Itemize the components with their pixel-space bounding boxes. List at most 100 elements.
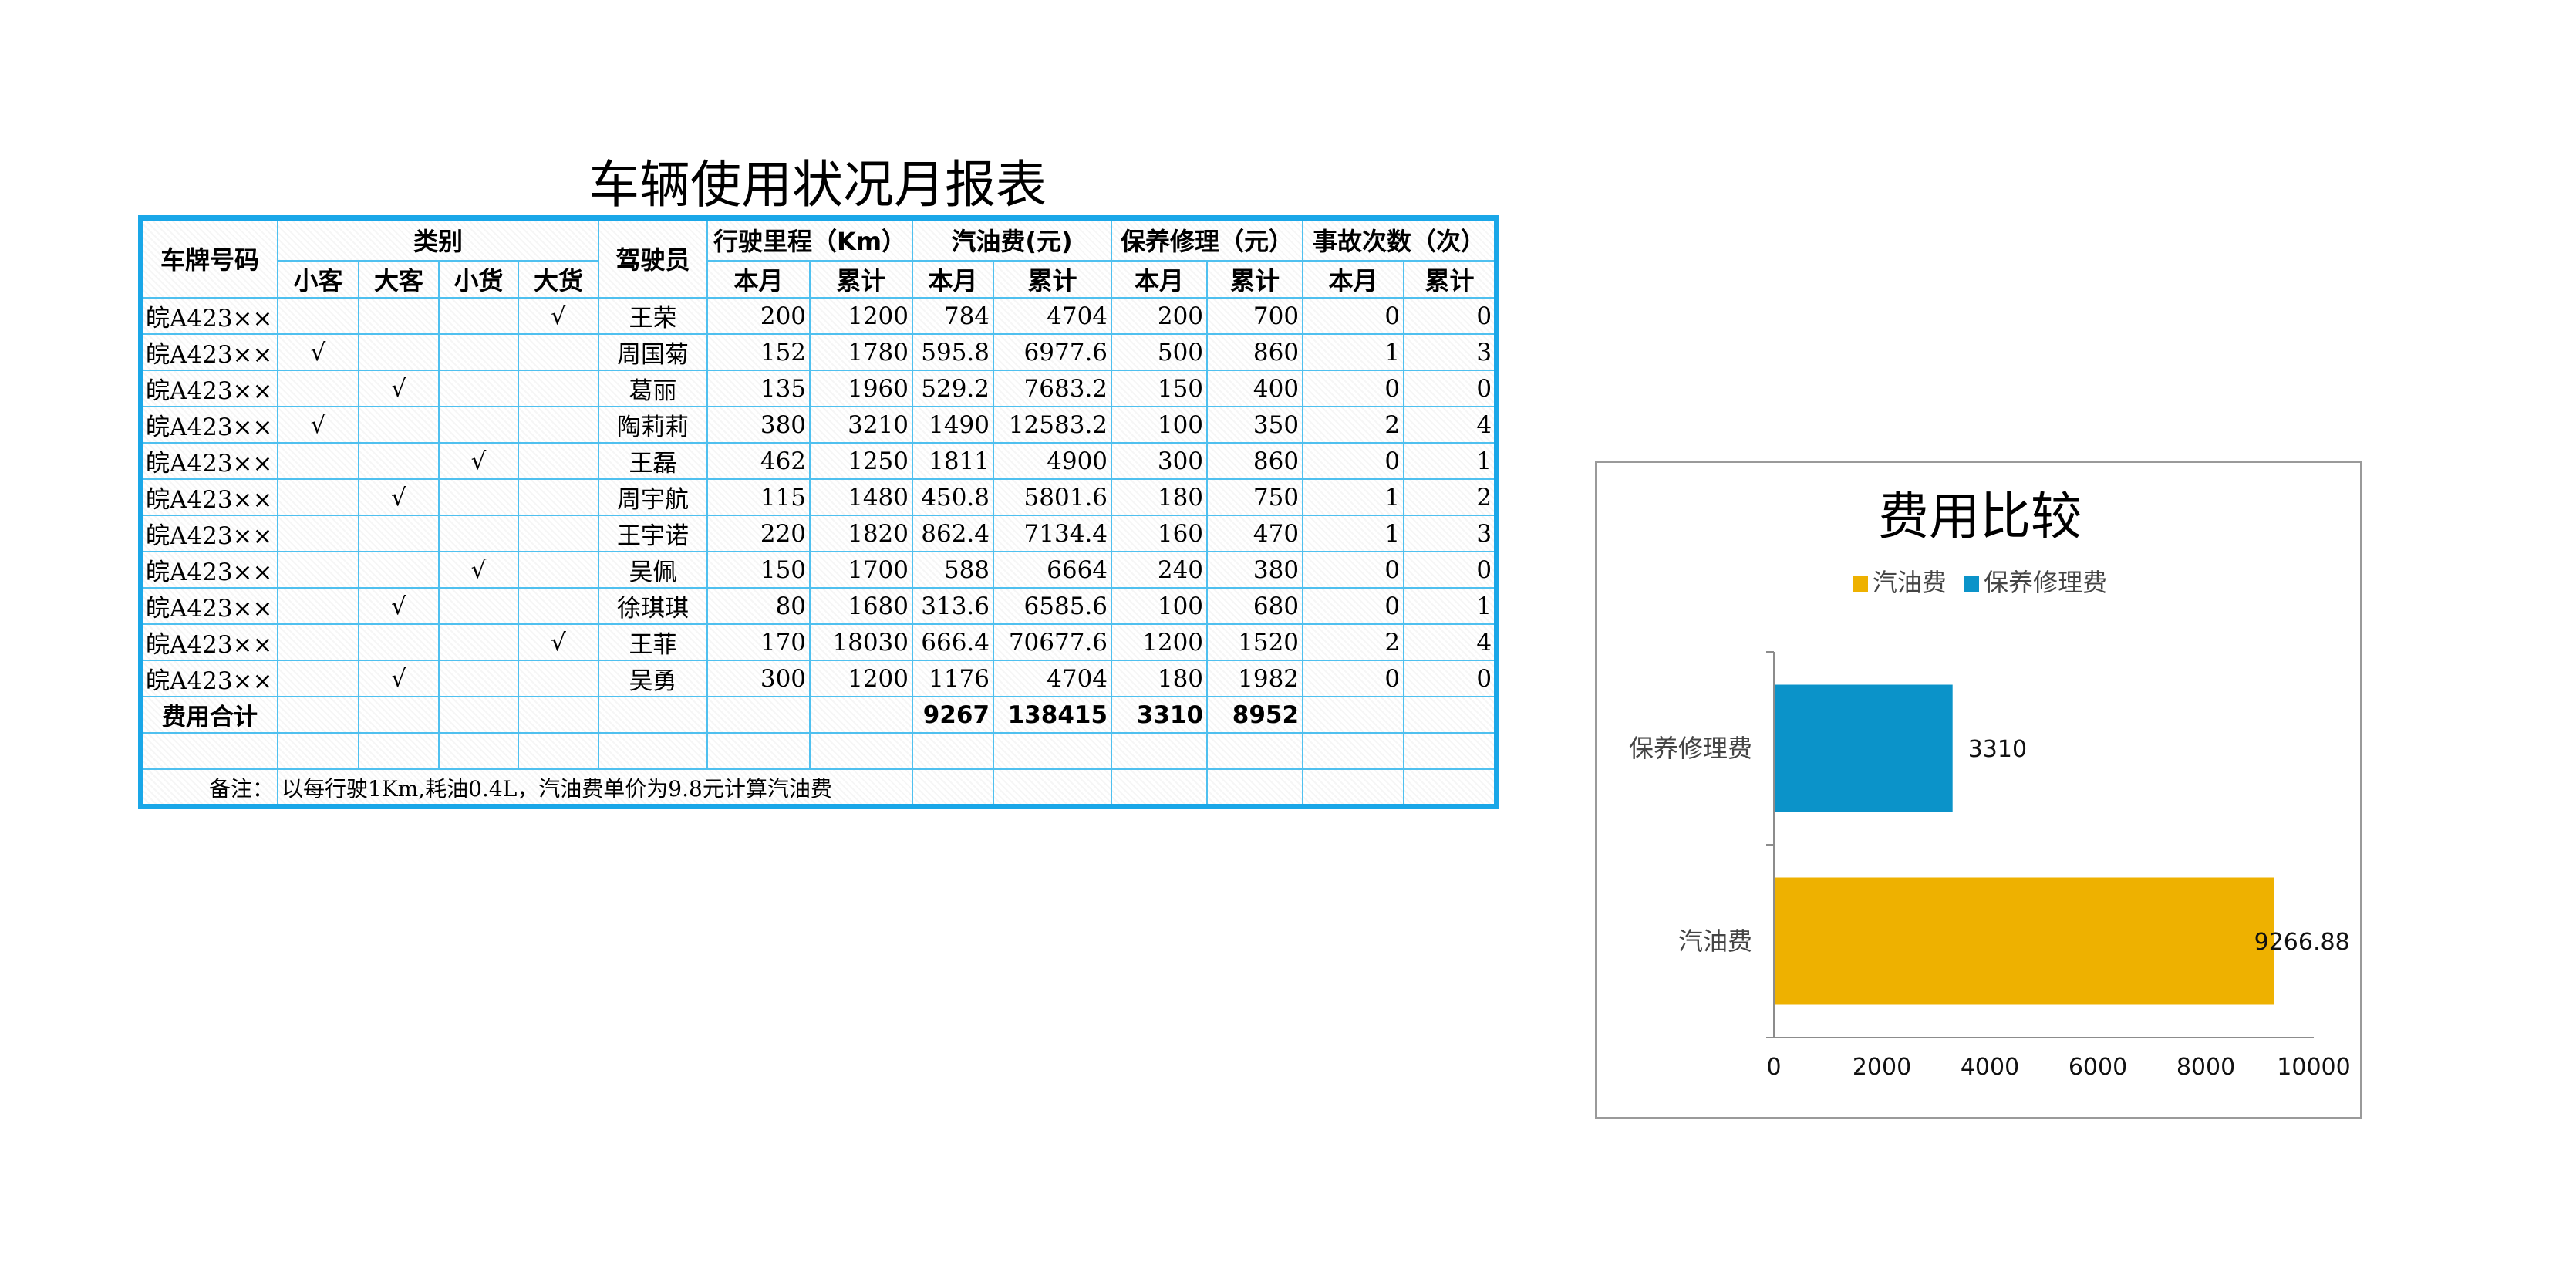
fuel-month-cell[interactable]: 595.8 — [912, 333, 995, 371]
total-fuel-month-cell[interactable]: 9267 — [912, 696, 995, 734]
category-large-cargo-cell[interactable] — [517, 551, 600, 589]
mileage-cumulative-cell[interactable]: 3210 — [809, 406, 914, 444]
mileage-cumulative-cell[interactable]: 1250 — [809, 442, 914, 480]
accidents-month-cell[interactable]: 0 — [1302, 297, 1405, 335]
empty-cell[interactable] — [277, 696, 359, 734]
category-small-cargo-cell[interactable] — [438, 515, 519, 552]
category-small-cargo-cell[interactable] — [438, 478, 519, 516]
header-mileage-cumulative[interactable]: 累计 — [809, 260, 914, 299]
category-large-passenger-cell[interactable] — [358, 623, 440, 661]
fuel-cumulative-cell[interactable]: 12583.2 — [993, 406, 1113, 444]
total-fuel-cumulative-cell[interactable]: 138415 — [993, 696, 1113, 734]
header-maintenance-month[interactable]: 本月 — [1111, 260, 1209, 299]
driver-cell[interactable]: 徐琪琪 — [598, 587, 709, 625]
maintenance-month-cell[interactable]: 300 — [1111, 442, 1209, 480]
accidents-cumulative-cell[interactable]: 1 — [1403, 587, 1497, 625]
empty-cell[interactable] — [141, 732, 278, 770]
empty-cell[interactable] — [1403, 696, 1497, 734]
empty-cell[interactable] — [358, 732, 440, 770]
fuel-month-cell[interactable]: 450.8 — [912, 478, 995, 516]
driver-cell[interactable]: 周宇航 — [598, 478, 709, 516]
mileage-cumulative-cell[interactable]: 18030 — [809, 623, 914, 661]
mileage-month-cell[interactable]: 170 — [706, 623, 811, 661]
fuel-cumulative-cell[interactable]: 6664 — [993, 551, 1113, 589]
empty-cell[interactable] — [993, 732, 1113, 770]
mileage-cumulative-cell[interactable]: 1780 — [809, 333, 914, 371]
category-small-passenger-cell[interactable] — [277, 478, 359, 516]
header-driver[interactable]: 驾驶员 — [598, 218, 709, 299]
category-small-passenger-cell[interactable] — [277, 442, 359, 480]
header-small-passenger[interactable]: 小客 — [277, 260, 359, 299]
empty-cell[interactable] — [517, 696, 600, 734]
mileage-month-cell[interactable]: 150 — [706, 551, 811, 589]
fuel-cumulative-cell[interactable]: 7683.2 — [993, 370, 1113, 407]
category-large-passenger-cell[interactable] — [358, 333, 440, 371]
empty-cell[interactable] — [993, 768, 1113, 806]
plate-cell[interactable]: 皖A423×× — [141, 551, 278, 589]
header-maintenance-cumulative[interactable]: 累计 — [1206, 260, 1304, 299]
mileage-month-cell[interactable]: 200 — [706, 297, 811, 335]
accidents-cumulative-cell[interactable]: 3 — [1403, 333, 1497, 371]
empty-cell[interactable] — [706, 732, 811, 770]
empty-cell[interactable] — [1302, 732, 1405, 770]
header-small-cargo[interactable]: 小货 — [438, 260, 519, 299]
maintenance-cumulative-cell[interactable]: 400 — [1206, 370, 1304, 407]
accidents-cumulative-cell[interactable]: 0 — [1403, 297, 1497, 335]
accidents-month-cell[interactable]: 2 — [1302, 406, 1405, 444]
category-large-cargo-cell[interactable] — [517, 370, 600, 407]
empty-cell[interactable] — [1206, 768, 1304, 806]
accidents-month-cell[interactable]: 0 — [1302, 587, 1405, 625]
category-large-cargo-cell[interactable] — [517, 406, 600, 444]
maintenance-month-cell[interactable]: 500 — [1111, 333, 1209, 371]
maintenance-cumulative-cell[interactable]: 380 — [1206, 551, 1304, 589]
category-large-cargo-cell[interactable]: √ — [517, 297, 600, 335]
mileage-month-cell[interactable]: 462 — [706, 442, 811, 480]
accidents-month-cell[interactable]: 1 — [1302, 333, 1405, 371]
header-maintenance[interactable]: 保养修理（元） — [1111, 218, 1304, 262]
category-small-passenger-cell[interactable] — [277, 551, 359, 589]
driver-cell[interactable]: 吴勇 — [598, 660, 709, 697]
mileage-cumulative-cell[interactable]: 1200 — [809, 297, 914, 335]
category-small-passenger-cell[interactable] — [277, 660, 359, 697]
mileage-cumulative-cell[interactable]: 1680 — [809, 587, 914, 625]
accidents-cumulative-cell[interactable]: 0 — [1403, 370, 1497, 407]
accidents-cumulative-cell[interactable]: 0 — [1403, 551, 1497, 589]
accidents-month-cell[interactable]: 0 — [1302, 660, 1405, 697]
mileage-month-cell[interactable]: 300 — [706, 660, 811, 697]
maintenance-cumulative-cell[interactable]: 860 — [1206, 442, 1304, 480]
total-maintenance-cumulative-cell[interactable]: 8952 — [1206, 696, 1304, 734]
empty-cell[interactable] — [1403, 768, 1497, 806]
maintenance-month-cell[interactable]: 1200 — [1111, 623, 1209, 661]
fuel-month-cell[interactable]: 529.2 — [912, 370, 995, 407]
totals-label-cell[interactable]: 费用合计 — [141, 696, 278, 734]
maintenance-cumulative-cell[interactable]: 1520 — [1206, 623, 1304, 661]
category-large-cargo-cell[interactable] — [517, 660, 600, 697]
fuel-cumulative-cell[interactable]: 7134.4 — [993, 515, 1113, 552]
maintenance-cumulative-cell[interactable]: 680 — [1206, 587, 1304, 625]
header-fuel[interactable]: 汽油费(元) — [912, 218, 1113, 262]
accidents-month-cell[interactable]: 1 — [1302, 478, 1405, 516]
plate-cell[interactable]: 皖A423×× — [141, 660, 278, 697]
mileage-month-cell[interactable]: 380 — [706, 406, 811, 444]
fuel-month-cell[interactable]: 1490 — [912, 406, 995, 444]
mileage-month-cell[interactable]: 152 — [706, 333, 811, 371]
empty-cell[interactable] — [358, 696, 440, 734]
category-large-cargo-cell[interactable] — [517, 478, 600, 516]
fuel-month-cell[interactable]: 1811 — [912, 442, 995, 480]
plate-cell[interactable]: 皖A423×× — [141, 442, 278, 480]
accidents-month-cell[interactable]: 0 — [1302, 442, 1405, 480]
fuel-cumulative-cell[interactable]: 5801.6 — [993, 478, 1113, 516]
accidents-month-cell[interactable]: 0 — [1302, 370, 1405, 407]
header-accidents[interactable]: 事故次数（次） — [1302, 218, 1497, 262]
note-label-cell[interactable]: 备注： — [141, 768, 278, 806]
driver-cell[interactable]: 王菲 — [598, 623, 709, 661]
category-small-passenger-cell[interactable] — [277, 587, 359, 625]
category-small-cargo-cell[interactable] — [438, 660, 519, 697]
category-large-cargo-cell[interactable] — [517, 515, 600, 552]
fuel-month-cell[interactable]: 784 — [912, 297, 995, 335]
plate-cell[interactable]: 皖A423×× — [141, 333, 278, 371]
fuel-cumulative-cell[interactable]: 6977.6 — [993, 333, 1113, 371]
empty-cell[interactable] — [1403, 732, 1497, 770]
mileage-month-cell[interactable]: 115 — [706, 478, 811, 516]
empty-cell[interactable] — [706, 696, 811, 734]
